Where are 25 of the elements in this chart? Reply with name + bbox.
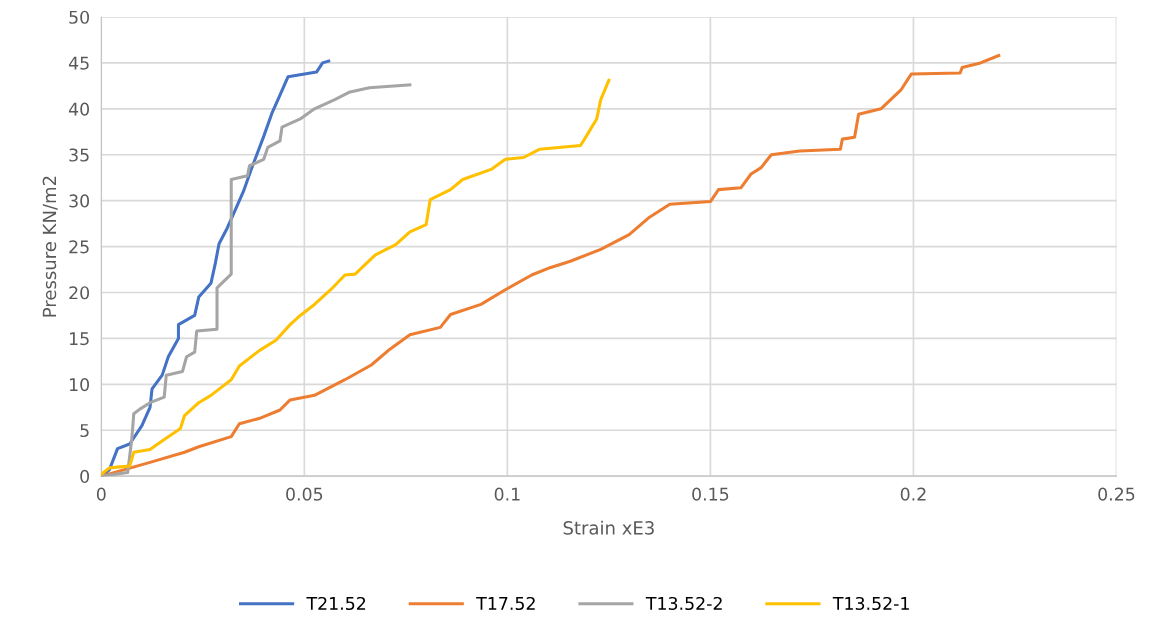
x-axis-title: Strain xE3	[563, 520, 654, 535]
y-tick-label: 15	[69, 332, 89, 346]
legend-label: T17.52	[476, 596, 535, 611]
x-tick-label: 0.1	[494, 487, 520, 501]
x-tick-label: 0.2	[900, 487, 926, 501]
legend-label: T21.52	[306, 596, 366, 611]
y-tick-label: 40	[68, 102, 90, 116]
line-series	[101, 78, 611, 476]
x-tick-label: 0	[96, 487, 106, 501]
y-tick-label: 35	[69, 148, 89, 162]
legend-label: T13.52-1	[832, 596, 909, 611]
y-axis-title: Pressure KN/m2	[42, 176, 58, 317]
legend-label: T13.52-2	[645, 596, 722, 611]
y-tick-label: 0	[80, 469, 90, 483]
x-tick-label: 0.15	[692, 487, 729, 501]
line-series	[101, 83, 412, 477]
x-tick-label: 0.05	[286, 487, 323, 501]
y-tick-label: 10	[69, 378, 90, 392]
y-tick-label: 20	[69, 286, 90, 300]
y-tick-label: 50	[69, 10, 90, 24]
y-tick-label: 5	[80, 424, 89, 438]
x-tick-label: 0.25	[1098, 487, 1135, 501]
y-tick-label: 25	[69, 240, 89, 254]
y-tick-label: 45	[68, 56, 89, 70]
y-tick-label: 30	[69, 194, 90, 208]
